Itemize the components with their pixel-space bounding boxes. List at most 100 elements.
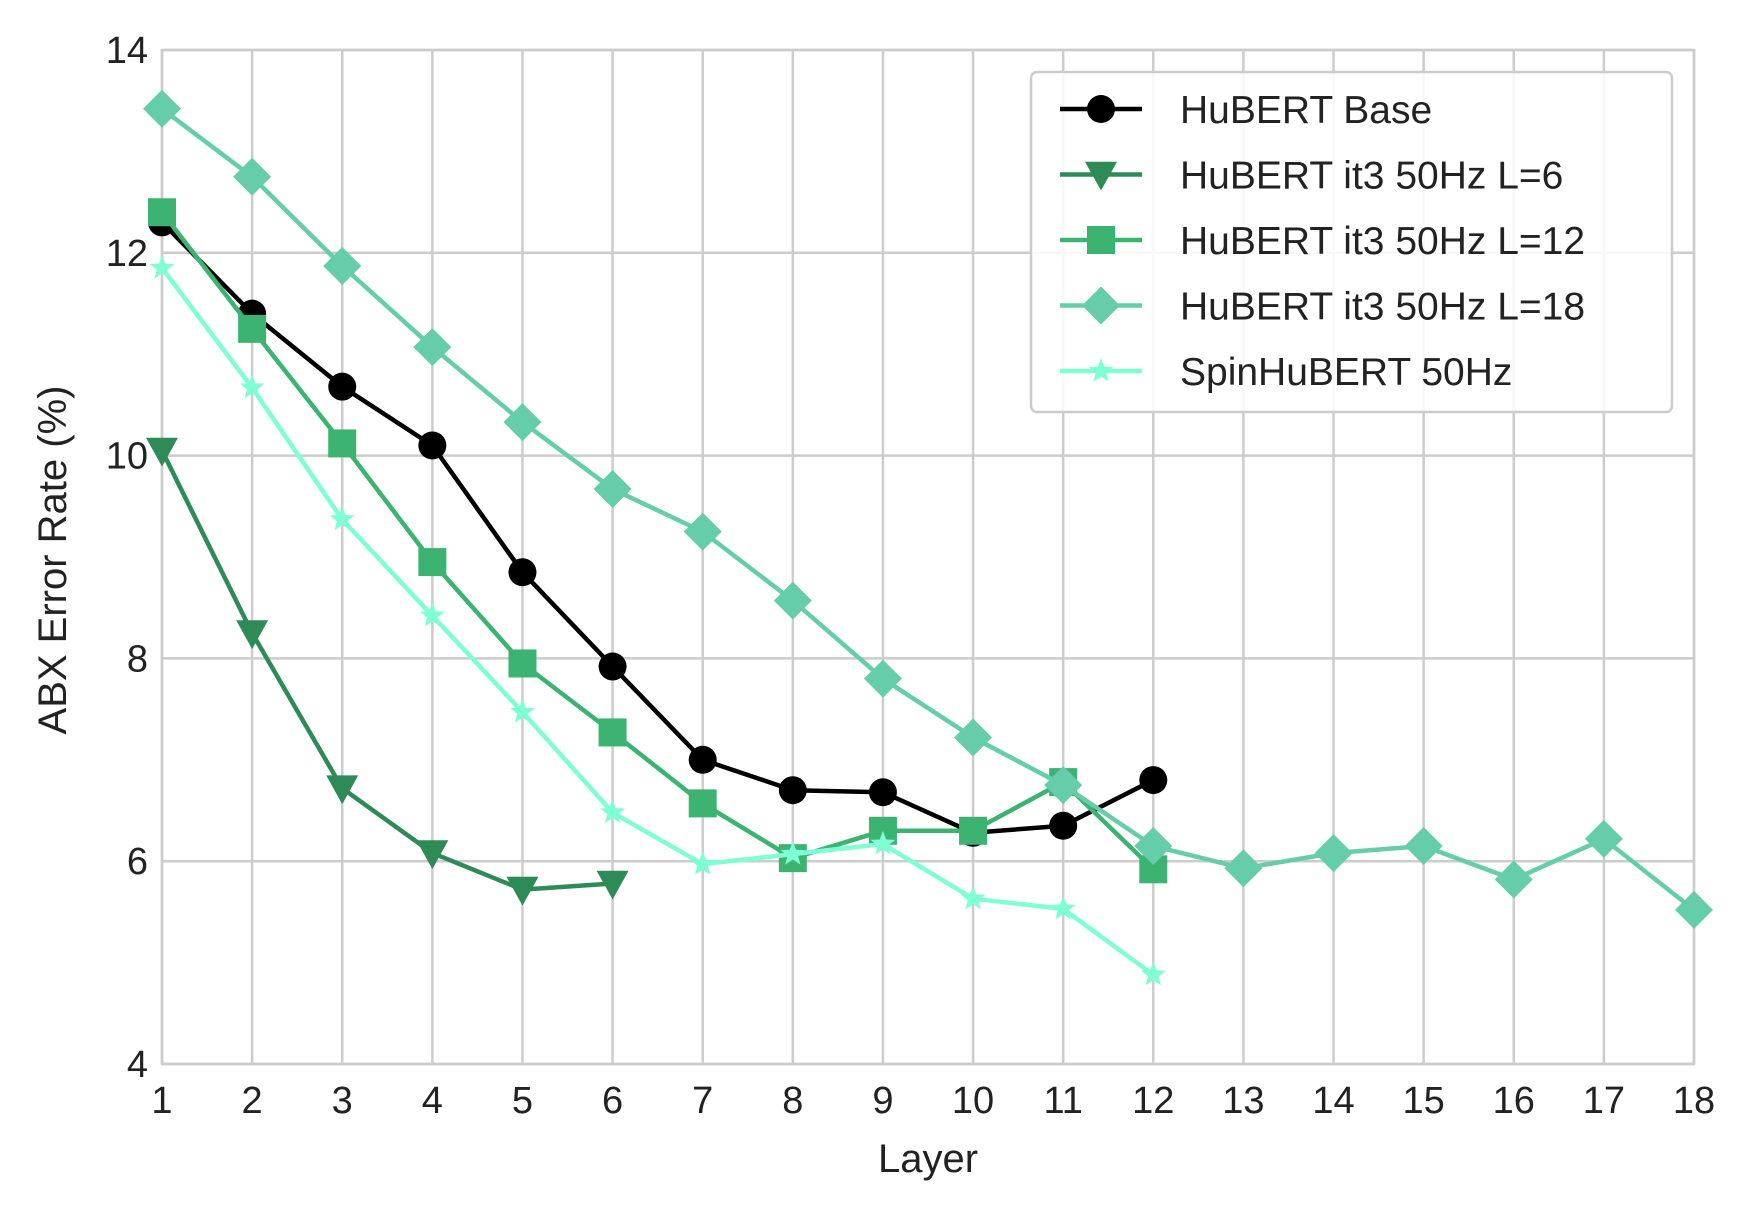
- data-point: [954, 718, 993, 757]
- x-tick-label: 3: [332, 1080, 353, 1122]
- legend-label: HuBERT it3 50Hz L=18: [1180, 286, 1585, 329]
- data-point: [510, 699, 535, 723]
- x-tick-label: 1: [151, 1080, 172, 1122]
- legend-marker: [1082, 286, 1120, 325]
- series-line: [160, 220, 1155, 836]
- data-point: [780, 841, 806, 865]
- legend-label: HuBERT it3 50Hz L=6: [1180, 155, 1563, 198]
- series-line: [160, 107, 1696, 912]
- data-point: [413, 328, 452, 367]
- data-point: [323, 246, 362, 285]
- series-3: [143, 89, 1713, 929]
- y-tick-label: 14: [106, 30, 148, 72]
- legend: HuBERT Base HuBERT it3 50Hz L=6 HuBERT it3…: [1029, 70, 1674, 414]
- legend-marker: [1087, 226, 1115, 254]
- data-point: [503, 403, 542, 442]
- data-point: [1134, 826, 1173, 865]
- series-1: [146, 437, 629, 906]
- data-point: [688, 745, 717, 774]
- y-tick-label: 8: [127, 638, 148, 680]
- x-axis-label: Layer: [878, 1137, 978, 1181]
- y-axis-label: ABX Error Rate (%): [31, 386, 75, 735]
- data-point: [1675, 890, 1713, 929]
- legend-item: HuBERT it3 50Hz L=6: [1060, 155, 1563, 198]
- data-point: [236, 620, 269, 650]
- data-point: [238, 314, 267, 343]
- data-point: [1314, 834, 1353, 873]
- x-tick-label: 5: [512, 1080, 533, 1122]
- data-point: [143, 89, 181, 128]
- data-point: [233, 157, 272, 196]
- x-tick-label: 6: [602, 1080, 623, 1122]
- legend-marker: [1085, 161, 1117, 191]
- data-point: [328, 372, 357, 401]
- series-layer: [143, 89, 1713, 986]
- x-tick-label: 16: [1493, 1080, 1535, 1122]
- data-point: [778, 776, 807, 805]
- data-point: [149, 255, 175, 279]
- data-point: [416, 840, 449, 870]
- plot-frame: [160, 48, 1696, 1066]
- data-point: [1584, 819, 1623, 858]
- data-point: [418, 548, 447, 577]
- data-point: [1494, 860, 1533, 899]
- series-0: [148, 208, 1168, 847]
- data-point: [598, 652, 627, 681]
- data-point: [959, 816, 988, 845]
- legend-marker: [1087, 95, 1115, 123]
- x-tick-label: 2: [242, 1080, 263, 1122]
- x-tick-label: 8: [782, 1080, 803, 1122]
- data-point: [146, 437, 178, 467]
- series-4: [149, 255, 1166, 986]
- data-point: [1140, 961, 1166, 986]
- y-tick-label: 10: [106, 436, 148, 478]
- series-line: [160, 210, 1155, 871]
- data-point: [690, 851, 716, 875]
- legend-item: SpinHuBERT 50Hz: [1060, 351, 1512, 394]
- data-point: [148, 198, 176, 227]
- legend-items: HuBERT Base HuBERT it3 50Hz L=6 HuBERT it3…: [1060, 89, 1585, 394]
- data-point: [329, 506, 355, 530]
- data-point: [328, 429, 357, 458]
- x-tick-label: 14: [1312, 1080, 1354, 1122]
- data-point: [420, 602, 445, 627]
- legend-label: HuBERT Base: [1180, 89, 1432, 132]
- series-line: [159, 449, 613, 892]
- legend-marker: [1088, 358, 1114, 382]
- data-point: [600, 799, 625, 823]
- data-point: [508, 649, 537, 678]
- data-point: [326, 775, 359, 805]
- x-tick-label: 18: [1673, 1080, 1715, 1122]
- data-point: [960, 885, 986, 910]
- x-tick-label: 9: [872, 1080, 893, 1122]
- y-tick-label: 6: [127, 841, 148, 883]
- legend-item: HuBERT Base: [1060, 89, 1432, 132]
- data-point: [1139, 766, 1168, 795]
- x-tick-label: 10: [952, 1080, 994, 1122]
- data-point: [508, 558, 537, 587]
- x-tick-label: 4: [422, 1080, 443, 1122]
- data-point: [683, 512, 722, 551]
- x-tick-label: 7: [692, 1080, 713, 1122]
- data-point: [868, 778, 897, 807]
- series-2: [148, 198, 1168, 884]
- data-point: [1050, 895, 1076, 920]
- data-point: [593, 470, 632, 509]
- x-tick-label: 15: [1403, 1080, 1445, 1122]
- y-tick-labels: 4 6 8 10 12 14: [106, 30, 148, 1086]
- y-tick-label: 12: [106, 233, 148, 275]
- data-point: [863, 659, 902, 698]
- x-tick-label: 12: [1132, 1080, 1174, 1122]
- x-tick-labels: 1 2 3 4 5 6 7 8 9 10 11 12 13 14 15 16 17 18: [151, 1080, 1715, 1122]
- legend-label: SpinHuBERT 50Hz: [1180, 351, 1512, 394]
- legend-item: HuBERT it3 50Hz L=12: [1060, 220, 1585, 263]
- data-point: [688, 789, 717, 818]
- x-tick-label: 13: [1222, 1080, 1264, 1122]
- data-point: [1044, 766, 1083, 805]
- data-point: [1049, 811, 1078, 840]
- series-line: [160, 266, 1155, 977]
- x-tick-label: 17: [1583, 1080, 1625, 1122]
- data-point: [870, 831, 896, 855]
- data-point: [239, 374, 265, 399]
